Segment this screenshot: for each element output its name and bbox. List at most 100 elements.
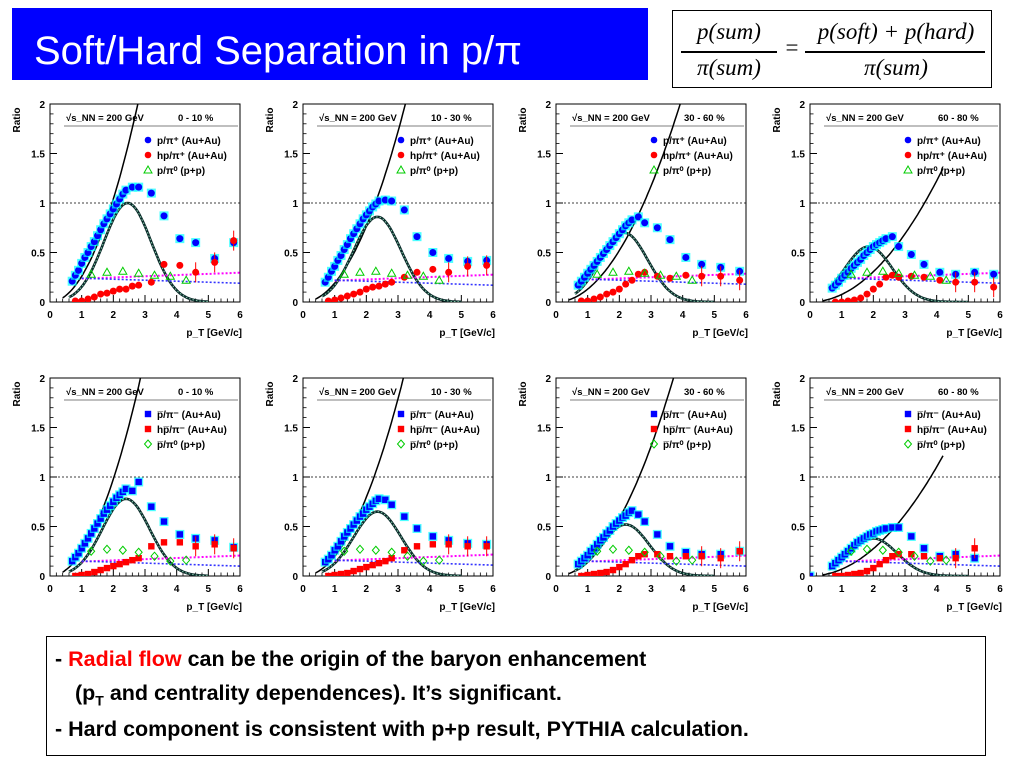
panel-6: 0 1 2 3 4 5 6 0 0.5 1 1.5 2 Ratio p_T [GeV/c] √s_NN = … <box>265 374 496 613</box>
data-point-hard <box>895 551 902 558</box>
data-point-hard <box>882 273 890 281</box>
data-point-pp <box>181 275 192 284</box>
pythia-curve <box>334 273 493 282</box>
data-point-hard <box>382 557 389 565</box>
x-axis-label: p_T [GeV/c] <box>692 602 748 613</box>
data-point-pp <box>355 267 365 276</box>
data-point-hard <box>876 280 884 288</box>
data-point-au-au <box>381 196 389 204</box>
data-point-pp <box>102 267 112 276</box>
data-point-hard <box>192 543 199 550</box>
model-curves <box>822 168 1000 302</box>
x-tick-label: 2 <box>871 584 877 595</box>
x-tick-label: 3 <box>142 310 148 321</box>
y-tick-label: 1 <box>799 199 805 210</box>
data-point-hard <box>603 290 611 298</box>
model-curves <box>62 104 240 302</box>
x-tick-label: 1 <box>585 310 591 321</box>
data-point-hard <box>857 294 865 302</box>
centrality-label: 60 - 80 % <box>938 113 979 124</box>
data-point-au-au <box>160 212 168 220</box>
data-point-hard <box>135 281 143 289</box>
centrality-label: 30 - 60 % <box>684 387 725 398</box>
data-point-hard <box>634 270 642 278</box>
data-point-hard <box>844 297 852 302</box>
data-point-au-au <box>429 533 437 540</box>
soft-component-fit-dots <box>68 202 209 302</box>
data-point-pp <box>862 544 872 555</box>
legend-marker <box>397 151 405 159</box>
x-tick-label: 4 <box>934 310 940 321</box>
y-tick-label: 0 <box>545 572 551 583</box>
data-point-hard <box>920 553 928 560</box>
legend-label: p/π⁰ (p+p) <box>917 166 965 177</box>
legend-marker <box>144 410 152 418</box>
x-tick-label: 4 <box>680 584 686 595</box>
legend-marker <box>144 136 152 144</box>
y-tick-label: 0.5 <box>31 249 45 260</box>
legend-marker <box>144 151 152 159</box>
legend-marker-pp <box>143 439 153 449</box>
data-point-au-au <box>936 268 944 276</box>
data-point-pp <box>133 268 144 277</box>
panel-7: 0 1 2 3 4 5 6 0 0.5 1 1.5 2 Ratio p_T [GeV/c] √s_NN = … <box>518 374 749 613</box>
data-point-hard <box>192 268 200 276</box>
y-tick-label: 0.5 <box>284 249 298 260</box>
y-tick-label: 0 <box>292 572 298 583</box>
data-point-hard <box>838 298 846 302</box>
data-point-au-au <box>375 495 383 502</box>
data-point-hard <box>851 570 858 576</box>
data-point-pp <box>340 546 349 557</box>
y-tick-label: 1.5 <box>791 150 805 161</box>
legend-marker-pp <box>396 439 406 449</box>
data-point-hard <box>344 569 351 576</box>
data-point-hard <box>628 556 636 564</box>
data-point-hard <box>350 290 358 298</box>
data-point-hard <box>832 572 839 576</box>
y-tick-label: 1 <box>292 473 298 484</box>
x-axis-label: p_T [GeV/c] <box>692 328 748 339</box>
x-tick-label: 0 <box>300 584 306 595</box>
data-point-au-au <box>375 197 383 205</box>
data-point-au-au <box>698 260 706 268</box>
data-point-hard <box>176 539 184 546</box>
data-point-hard <box>429 265 437 273</box>
data-point-au-au <box>81 540 89 547</box>
x-tick-label: 0 <box>553 310 559 321</box>
y-tick-label: 0 <box>545 298 551 309</box>
energy-label: √s_NN = 200 GeV <box>66 113 144 124</box>
data-point-au-au <box>128 183 136 191</box>
legend-marker-pp <box>143 164 153 174</box>
note-2-b: and centrality dependences). It’s signif… <box>103 681 562 705</box>
note-line-3: - Hard component is consistent with p+p … <box>55 717 749 741</box>
data-point-hard <box>641 551 648 558</box>
x-tick-label: 4 <box>174 310 180 321</box>
x-tick-label: 3 <box>902 310 908 321</box>
x-tick-label: 1 <box>332 310 338 321</box>
data-point-au-au <box>122 485 130 493</box>
x-tick-label: 0 <box>807 584 813 595</box>
legend-label: hp̅/π⁻ (Au+Au) <box>157 425 227 436</box>
formula-lhs-fraction-bar <box>681 51 777 53</box>
y-tick-label: 0.5 <box>31 523 45 534</box>
legend-label: hp/π⁺ (Au+Au) <box>663 151 733 162</box>
data-point-pp <box>149 270 160 279</box>
y-tick-label: 1 <box>39 473 45 484</box>
data-point-au-au <box>628 216 636 224</box>
data-point-hard <box>388 554 395 562</box>
data-point-au-au <box>445 254 453 262</box>
panel-2: 0 1 2 3 4 5 6 0 0.5 1 1.5 2 Ratio p_T [GeV/c] √s_NN = … <box>265 100 496 339</box>
legend-marker <box>650 425 658 433</box>
y-tick-label: 2 <box>292 374 298 385</box>
energy-label: √s_NN = 200 GeV <box>66 387 144 398</box>
data-point-hard <box>936 276 944 284</box>
data-point-au-au <box>388 197 396 205</box>
data-point-pp <box>909 270 920 279</box>
data-point-hard <box>230 545 237 552</box>
data-point-hard <box>464 262 472 270</box>
data-point-pp <box>86 269 97 278</box>
legend-label: p/π⁰ (p+p) <box>663 166 711 177</box>
data-point-au-au <box>990 270 998 278</box>
data-point-hard <box>71 297 79 302</box>
data-point-hard <box>413 543 421 550</box>
